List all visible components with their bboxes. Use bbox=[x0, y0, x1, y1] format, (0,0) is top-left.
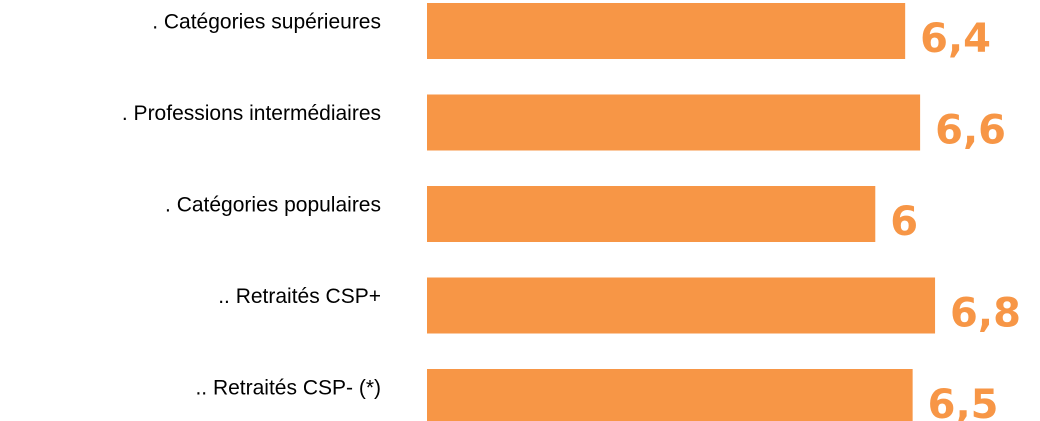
bar bbox=[427, 277, 936, 334]
value-label: 6 bbox=[890, 199, 918, 245]
bar bbox=[427, 94, 921, 151]
category-label: . Catégories supérieures bbox=[152, 11, 381, 34]
category-label: . Catégories populaires bbox=[165, 194, 381, 217]
category-label: .. Retraités CSP- (*) bbox=[195, 377, 381, 400]
bar bbox=[427, 186, 876, 242]
category-label: . Professions intermédiaires bbox=[122, 102, 381, 125]
value-label: 6,5 bbox=[928, 382, 999, 421]
bar bbox=[427, 3, 906, 59]
value-label: 6,8 bbox=[950, 291, 1021, 337]
value-label: 6,6 bbox=[935, 108, 1006, 154]
category-label: .. Retraités CSP+ bbox=[218, 285, 381, 308]
bar bbox=[427, 369, 913, 421]
value-label: 6,4 bbox=[920, 16, 991, 62]
